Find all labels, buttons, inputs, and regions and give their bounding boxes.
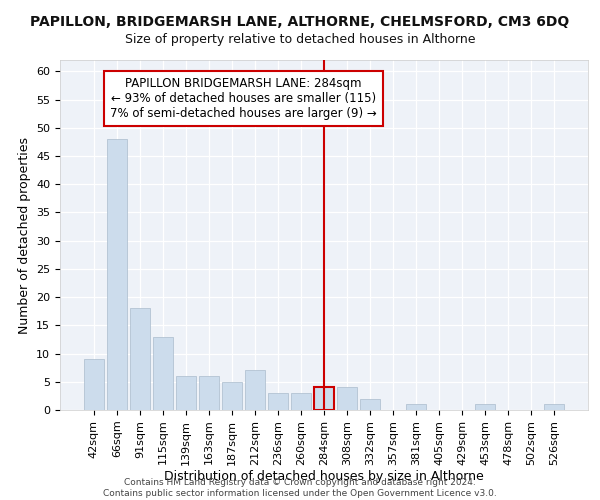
Bar: [268, 393, 288, 410]
Bar: [176, 376, 196, 410]
X-axis label: Distribution of detached houses by size in Althorne: Distribution of detached houses by size …: [164, 470, 484, 484]
Bar: [153, 336, 173, 410]
Bar: [337, 388, 357, 410]
Bar: [84, 359, 104, 410]
Bar: [544, 404, 564, 410]
Bar: [199, 376, 218, 410]
Bar: [245, 370, 265, 410]
Bar: [314, 388, 334, 410]
Bar: [107, 139, 127, 410]
Text: Size of property relative to detached houses in Althorne: Size of property relative to detached ho…: [125, 32, 475, 46]
Bar: [360, 398, 380, 410]
Text: PAPILLON, BRIDGEMARSH LANE, ALTHORNE, CHELMSFORD, CM3 6DQ: PAPILLON, BRIDGEMARSH LANE, ALTHORNE, CH…: [31, 15, 569, 29]
Bar: [291, 393, 311, 410]
Y-axis label: Number of detached properties: Number of detached properties: [17, 136, 31, 334]
Text: PAPILLON BRIDGEMARSH LANE: 284sqm
← 93% of detached houses are smaller (115)
7% : PAPILLON BRIDGEMARSH LANE: 284sqm ← 93% …: [110, 77, 377, 120]
Bar: [406, 404, 426, 410]
Bar: [222, 382, 242, 410]
Text: Contains HM Land Registry data © Crown copyright and database right 2024.
Contai: Contains HM Land Registry data © Crown c…: [103, 478, 497, 498]
Bar: [130, 308, 149, 410]
Bar: [475, 404, 495, 410]
